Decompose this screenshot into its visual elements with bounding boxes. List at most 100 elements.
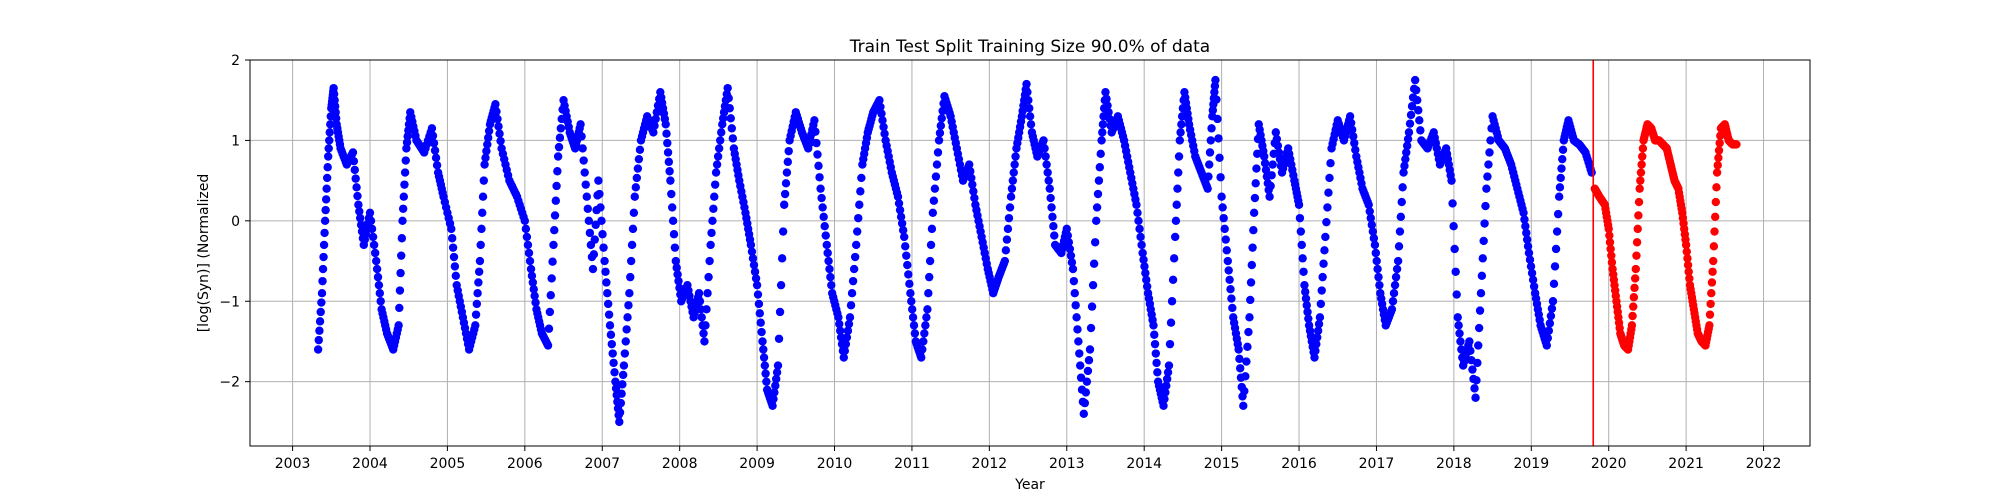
data-point-fill [621,337,630,346]
data-point [700,337,709,346]
data-point [1170,232,1180,242]
data-point-fill [626,256,636,266]
data-point-fill [1715,138,1724,148]
data-point-fill [835,326,845,335]
data-point-fill [1368,227,1378,236]
data-point [1410,75,1420,85]
data-point-fill [525,256,535,266]
data-point-fill [496,136,505,146]
data-point [1712,168,1722,177]
data-point-fill [1047,203,1056,212]
data-point-fill [777,254,787,263]
data-point-fill [725,104,734,113]
data-point-fill [1049,221,1058,231]
data-point [1709,256,1718,266]
data-point-fill [611,384,621,393]
data-point [1164,361,1174,370]
data-point-fill [1485,148,1494,157]
data-point-fill [1638,144,1648,153]
data-point-fill [1607,258,1617,267]
data-point-fill [1411,85,1421,95]
data-point-fill [824,256,833,266]
data-point [365,208,375,217]
data-point-fill [330,102,340,111]
data-point-fill [375,289,385,298]
data-point-fill [618,380,627,389]
data-point-fill [849,264,859,274]
data-point-fill [1210,81,1220,91]
data-point-fill [919,337,928,346]
data-point-fill [1313,326,1323,335]
data-point-fill [815,173,824,182]
data-point [526,264,536,274]
data-point-fill [1684,267,1693,276]
data-point-fill [316,307,325,317]
data-point-fill [844,319,854,329]
data-point [810,116,819,125]
data-point-fill [901,242,910,251]
data-point-fill [669,230,679,239]
data-point [348,148,358,157]
data-point-fill [1268,160,1277,169]
data-point-fill [1552,227,1562,236]
data-point-fill [1161,388,1170,397]
data-point-fill [555,133,565,142]
data-point-fill [634,154,644,164]
data-point [1074,337,1083,346]
data-point [746,240,756,250]
data-point [427,124,437,133]
data-point-fill [1389,289,1399,298]
data-point [1300,280,1309,290]
data-point-fill [330,96,339,105]
data-point-fill [1071,301,1080,310]
data-point-fill [550,211,560,220]
data-point-fill [813,150,822,159]
data-point-fill [1213,114,1222,124]
data-point-fill [1629,293,1639,302]
data-point-fill [825,264,834,274]
data-point-fill [606,330,616,339]
data-point-fill [1072,313,1081,322]
data-point-fill [925,272,934,282]
data-point-fill [1009,168,1018,177]
data-point-fill [1214,134,1223,143]
data-point-fill [1316,299,1326,309]
data-point [588,264,598,274]
data-point [1476,289,1486,298]
data-point-fill [1302,301,1311,310]
data-point-fill [1246,278,1256,287]
data-point-fill [1067,258,1077,267]
data-point-fill [1322,217,1331,227]
data-point-fill [1205,148,1215,157]
data-point [839,353,849,362]
data-point-fill [1371,248,1381,258]
data-point [875,96,884,105]
data-point-fill [1521,221,1530,231]
data-point-fill [674,276,683,286]
data-point-fill [1557,164,1566,173]
data-point-fill [609,358,618,368]
data-point-fill [585,228,595,238]
data-point-fill [712,160,722,169]
x-tick-label: 2013 [1049,456,1085,472]
data-point [1259,152,1269,161]
data-point-fill [578,144,587,153]
data-point-fill [1081,388,1091,397]
data-point-fill [319,240,329,250]
data-point-fill [1139,255,1148,264]
data-point-fill [1710,212,1720,222]
data-point-fill [1050,231,1059,240]
data-point-fill [927,224,937,234]
data-point-fill [908,313,918,322]
data-point-fill [1633,224,1642,234]
data-point-fill [326,120,335,129]
data-point [779,200,789,209]
data-point-fill [778,227,788,236]
data-point-fill [597,216,606,226]
data-point-fill [1098,120,1108,129]
data-point-fill [1204,172,1213,181]
data-point-fill [921,321,930,330]
data-point-fill [705,256,714,266]
data-point-fill [652,108,662,117]
data-point-fill [1683,254,1692,263]
